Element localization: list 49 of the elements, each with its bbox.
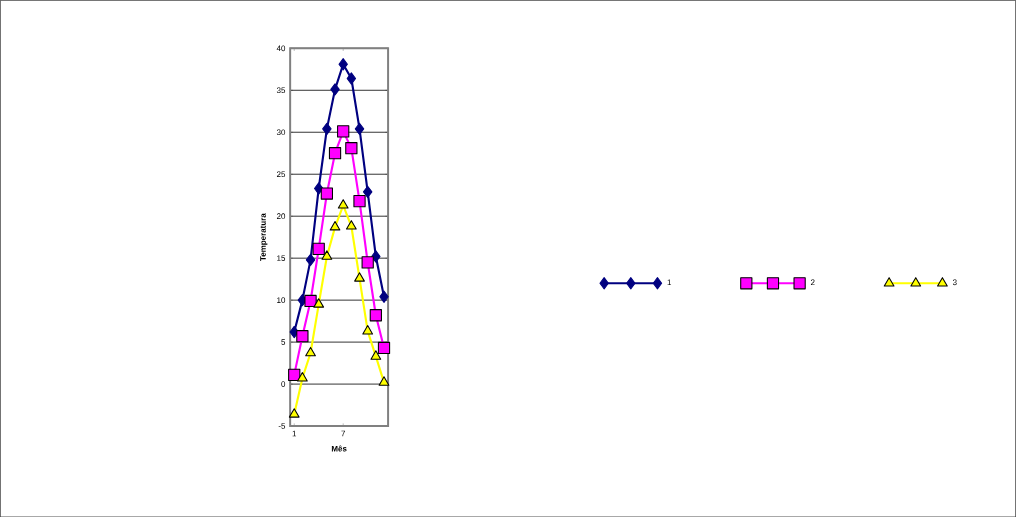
x-tick-label: 7	[341, 430, 346, 437]
point	[313, 182, 324, 195]
y-tick-label: 5	[281, 339, 286, 345]
point	[321, 250, 333, 260]
y-tick-label: 0	[281, 381, 286, 387]
point	[288, 368, 301, 381]
y-tick-label: 20	[276, 213, 286, 219]
point	[312, 242, 325, 255]
point	[297, 371, 308, 382]
point	[362, 185, 373, 198]
y-tick-label: 10	[277, 297, 286, 303]
point	[346, 72, 357, 85]
y-tick-label: 40	[276, 45, 286, 51]
y-tick-label: 30	[276, 129, 286, 135]
y-axis-title: Temperatura	[260, 213, 268, 261]
point	[320, 187, 334, 200]
point	[304, 294, 317, 307]
y-tick-label: 35	[276, 87, 286, 93]
point	[370, 350, 382, 360]
x-axis-title: Mês	[331, 445, 347, 452]
point	[345, 219, 357, 230]
y-tick-label: 15	[277, 255, 286, 261]
point	[337, 198, 349, 209]
point	[296, 329, 309, 343]
point	[353, 194, 366, 208]
point	[369, 308, 382, 322]
y-tick-label: -5	[278, 423, 286, 429]
point	[379, 290, 389, 303]
point	[330, 83, 340, 96]
point	[354, 122, 365, 135]
point	[354, 272, 365, 282]
y-tick-label: 25	[276, 171, 286, 177]
point	[305, 346, 316, 357]
point	[361, 256, 374, 269]
point	[329, 220, 341, 231]
point	[305, 253, 316, 266]
point	[322, 122, 332, 135]
point	[362, 324, 374, 335]
point	[337, 125, 350, 138]
legend-label: 1	[667, 279, 672, 285]
point	[345, 141, 358, 155]
point	[377, 341, 391, 354]
point	[313, 298, 325, 308]
point	[288, 408, 300, 418]
legend-label: 3	[952, 279, 957, 285]
legend-label: 2	[810, 279, 815, 285]
point	[378, 376, 390, 386]
point	[328, 146, 342, 160]
point	[338, 57, 348, 71]
